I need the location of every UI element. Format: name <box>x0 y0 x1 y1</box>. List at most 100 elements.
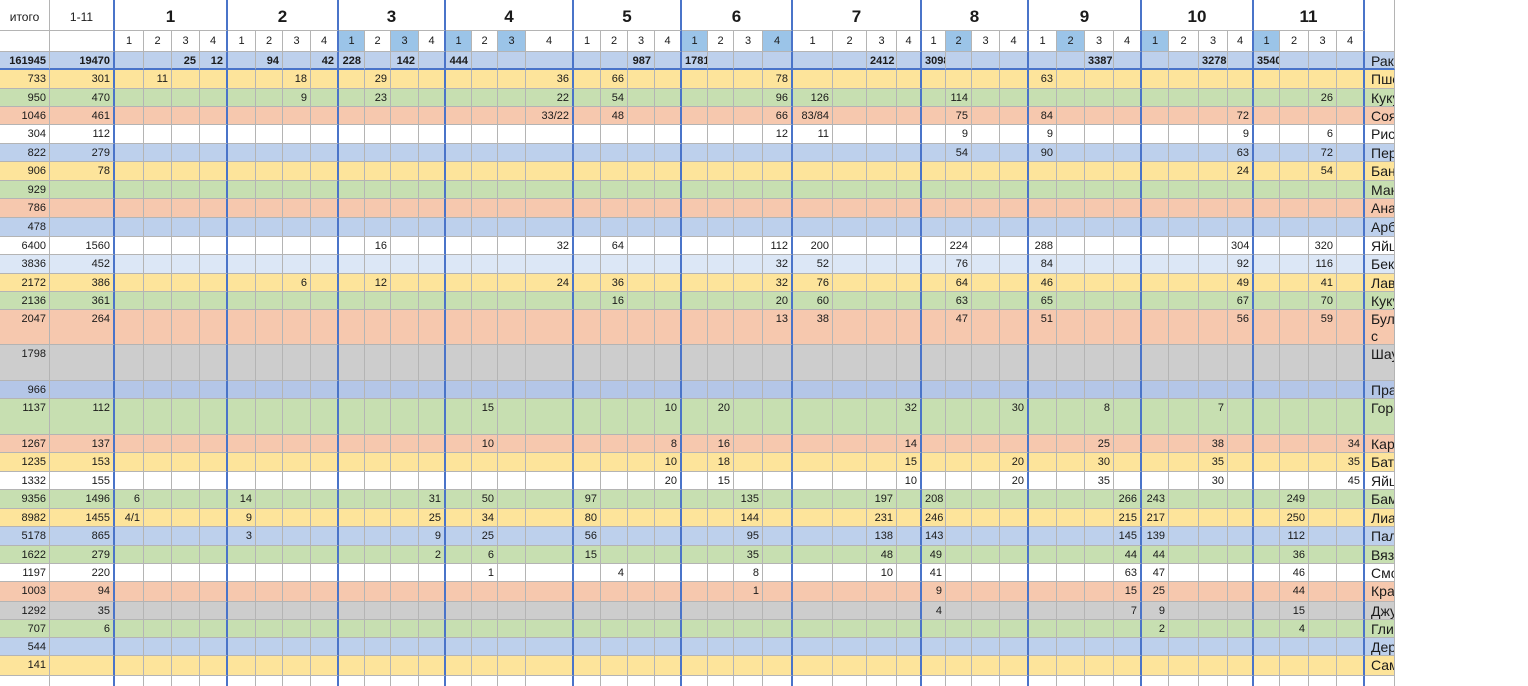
data-cell[interactable] <box>200 181 228 199</box>
header-total[interactable]: итого <box>0 0 50 31</box>
data-cell[interactable] <box>734 656 763 676</box>
data-cell[interactable] <box>200 292 228 310</box>
data-cell[interactable] <box>256 345 283 381</box>
data-cell[interactable] <box>1057 620 1085 638</box>
data-cell[interactable] <box>498 199 526 218</box>
data-cell[interactable] <box>365 509 391 527</box>
data-cell[interactable] <box>115 218 144 237</box>
data-cell[interactable] <box>734 144 763 162</box>
data-cell[interactable] <box>922 107 946 125</box>
data-cell[interactable]: 10 <box>655 453 682 472</box>
data-cell[interactable]: 114 <box>946 89 972 107</box>
data-cell[interactable] <box>922 435 946 453</box>
data-cell[interactable] <box>1254 472 1280 490</box>
data-cell[interactable] <box>311 527 339 546</box>
data-cell[interactable] <box>1337 218 1365 237</box>
data-cell[interactable] <box>763 620 793 638</box>
group-header[interactable]: 6 <box>682 0 793 31</box>
data-cell[interactable] <box>628 582 655 602</box>
data-cell[interactable]: 4 <box>601 564 628 582</box>
data-cell[interactable]: 266 <box>1114 490 1142 509</box>
row-range[interactable]: 264 <box>50 310 115 345</box>
group-header[interactable]: 5 <box>574 0 682 31</box>
data-cell[interactable] <box>1254 199 1280 218</box>
row-total[interactable]: 8982 <box>0 509 50 527</box>
data-cell[interactable] <box>867 582 897 602</box>
data-cell[interactable] <box>419 274 446 292</box>
data-cell[interactable] <box>391 527 419 546</box>
data-cell[interactable] <box>391 292 419 310</box>
data-cell[interactable] <box>526 381 574 399</box>
data-cell[interactable]: 15 <box>708 472 734 490</box>
data-cell[interactable] <box>972 199 1000 218</box>
data-cell[interactable] <box>200 274 228 292</box>
row-total[interactable]: 906 <box>0 162 50 181</box>
data-cell[interactable] <box>867 107 897 125</box>
data-cell[interactable] <box>1085 162 1114 181</box>
data-cell[interactable] <box>972 676 1000 686</box>
data-cell[interactable] <box>1337 509 1365 527</box>
data-cell[interactable] <box>897 181 922 199</box>
data-cell[interactable] <box>115 199 144 218</box>
data-cell[interactable] <box>144 292 172 310</box>
sub-header[interactable]: 3 <box>734 31 763 52</box>
data-cell[interactable] <box>897 638 922 656</box>
data-cell[interactable] <box>391 310 419 345</box>
data-cell[interactable] <box>498 237 526 255</box>
row-range[interactable]: 78 <box>50 162 115 181</box>
data-cell[interactable] <box>1169 490 1199 509</box>
data-cell[interactable] <box>1280 237 1309 255</box>
sub-header[interactable]: 2 <box>946 31 972 52</box>
data-cell[interactable] <box>1280 125 1309 144</box>
data-cell[interactable] <box>144 274 172 292</box>
data-cell[interactable] <box>946 582 972 602</box>
data-cell[interactable] <box>1228 564 1254 582</box>
data-cell[interactable] <box>172 345 200 381</box>
data-cell[interactable] <box>897 490 922 509</box>
data-cell[interactable] <box>1029 181 1057 199</box>
data-cell[interactable] <box>601 582 628 602</box>
data-cell[interactable] <box>1280 162 1309 181</box>
data-cell[interactable] <box>628 472 655 490</box>
data-cell[interactable] <box>498 218 526 237</box>
data-cell[interactable] <box>1142 52 1169 70</box>
data-cell[interactable] <box>172 310 200 345</box>
data-cell[interactable] <box>311 70 339 89</box>
data-cell[interactable] <box>574 237 601 255</box>
data-cell[interactable] <box>311 472 339 490</box>
data-cell[interactable] <box>311 620 339 638</box>
header-range[interactable]: 1-11 <box>50 0 115 31</box>
data-cell[interactable]: 78 <box>763 70 793 89</box>
data-cell[interactable]: 8 <box>734 564 763 582</box>
data-cell[interactable] <box>311 107 339 125</box>
data-cell[interactable] <box>311 656 339 676</box>
data-cell[interactable] <box>763 218 793 237</box>
data-cell[interactable] <box>1000 435 1029 453</box>
data-cell[interactable] <box>256 546 283 564</box>
data-cell[interactable] <box>311 218 339 237</box>
data-cell[interactable] <box>833 237 867 255</box>
row-label[interactable]: Арбуз <box>1365 218 1395 237</box>
data-cell[interactable] <box>1228 52 1254 70</box>
data-cell[interactable]: 12 <box>365 274 391 292</box>
data-cell[interactable] <box>144 620 172 638</box>
data-cell[interactable] <box>391 490 419 509</box>
row-total[interactable]: 2172 <box>0 274 50 292</box>
group-header[interactable]: 7 <box>793 0 922 31</box>
data-cell[interactable] <box>833 89 867 107</box>
data-cell[interactable]: 47 <box>946 310 972 345</box>
data-cell[interactable] <box>763 602 793 620</box>
data-cell[interactable] <box>526 676 574 686</box>
data-cell[interactable] <box>1337 310 1365 345</box>
data-cell[interactable] <box>628 125 655 144</box>
row-total[interactable]: 5178 <box>0 527 50 546</box>
data-cell[interactable]: 3 <box>228 527 256 546</box>
row-total[interactable] <box>0 676 50 686</box>
data-cell[interactable] <box>922 472 946 490</box>
data-cell[interactable] <box>200 490 228 509</box>
data-cell[interactable]: 94 <box>256 52 283 70</box>
data-cell[interactable]: 288 <box>1029 237 1057 255</box>
data-cell[interactable] <box>172 564 200 582</box>
data-cell[interactable] <box>1254 638 1280 656</box>
data-cell[interactable] <box>419 237 446 255</box>
